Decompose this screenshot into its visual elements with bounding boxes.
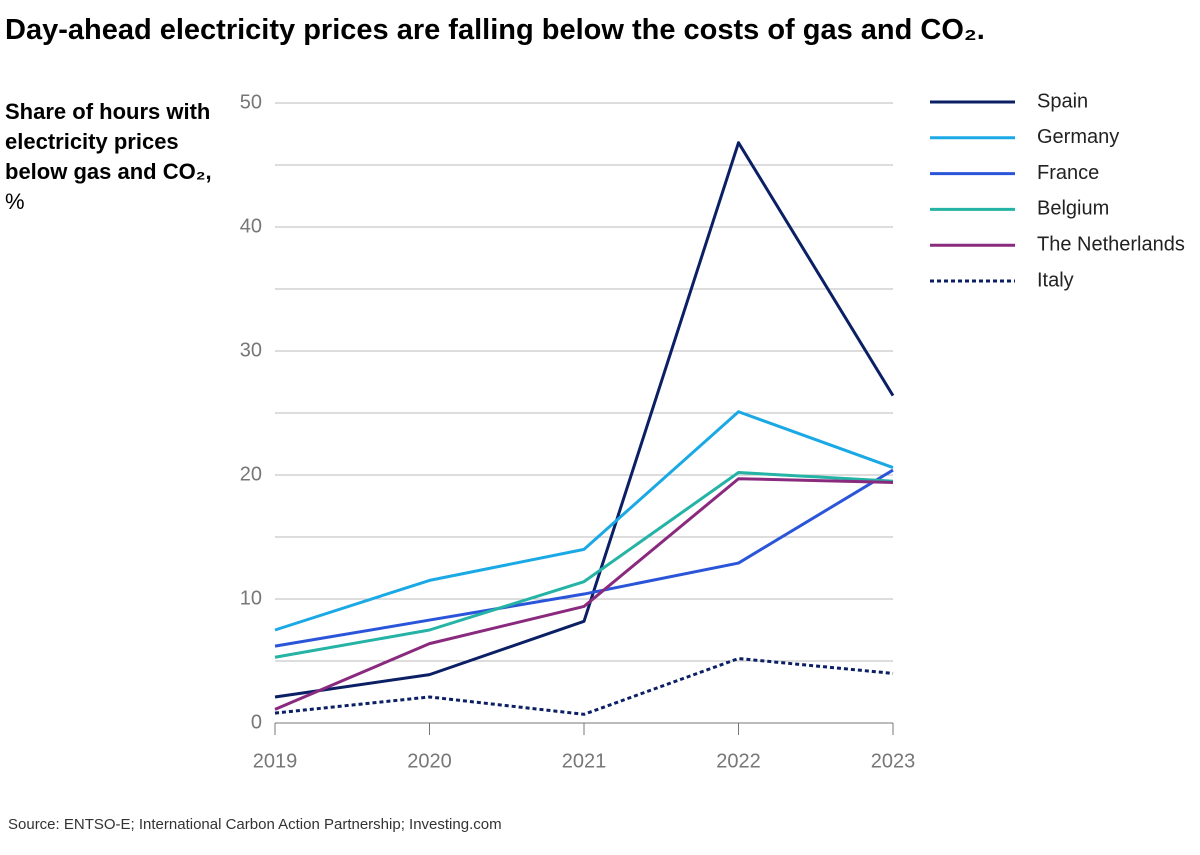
legend-label: Italy — [1037, 269, 1074, 291]
x-tick-label: 2020 — [407, 750, 452, 772]
x-tick-label: 2023 — [871, 750, 916, 772]
y-tick-label: 30 — [240, 339, 262, 361]
series-line — [274, 468, 894, 648]
series-line — [274, 657, 894, 716]
y-axis-label-unit: % — [5, 189, 25, 214]
legend-label: Spain — [1037, 90, 1088, 112]
y-tick-label: 10 — [240, 587, 262, 609]
x-tick-label: 2019 — [253, 750, 298, 772]
y-axis-label: Share of hours with electricity prices b… — [5, 97, 215, 217]
series-line — [274, 471, 894, 659]
y-tick-label: 0 — [251, 711, 262, 733]
legend-label: Germany — [1037, 126, 1119, 148]
x-tick-label: 2021 — [562, 750, 607, 772]
series-line — [274, 477, 894, 711]
y-axis-label-main: Share of hours with electricity prices b… — [5, 99, 212, 184]
chart-title: Day-ahead electricity prices are falling… — [5, 14, 985, 46]
y-tick-label: 40 — [240, 215, 262, 237]
series-line — [274, 141, 895, 699]
legend-label: Belgium — [1037, 198, 1109, 220]
legend-label: France — [1037, 162, 1099, 184]
y-tick-label: 20 — [240, 463, 262, 485]
y-tick-label: 50 — [240, 91, 262, 113]
legend-label: The Netherlands — [1037, 233, 1185, 255]
series-line — [274, 410, 894, 632]
source-note: Source: ENTSO-E; International Carbon Ac… — [8, 816, 502, 833]
x-tick-label: 2022 — [716, 750, 761, 772]
